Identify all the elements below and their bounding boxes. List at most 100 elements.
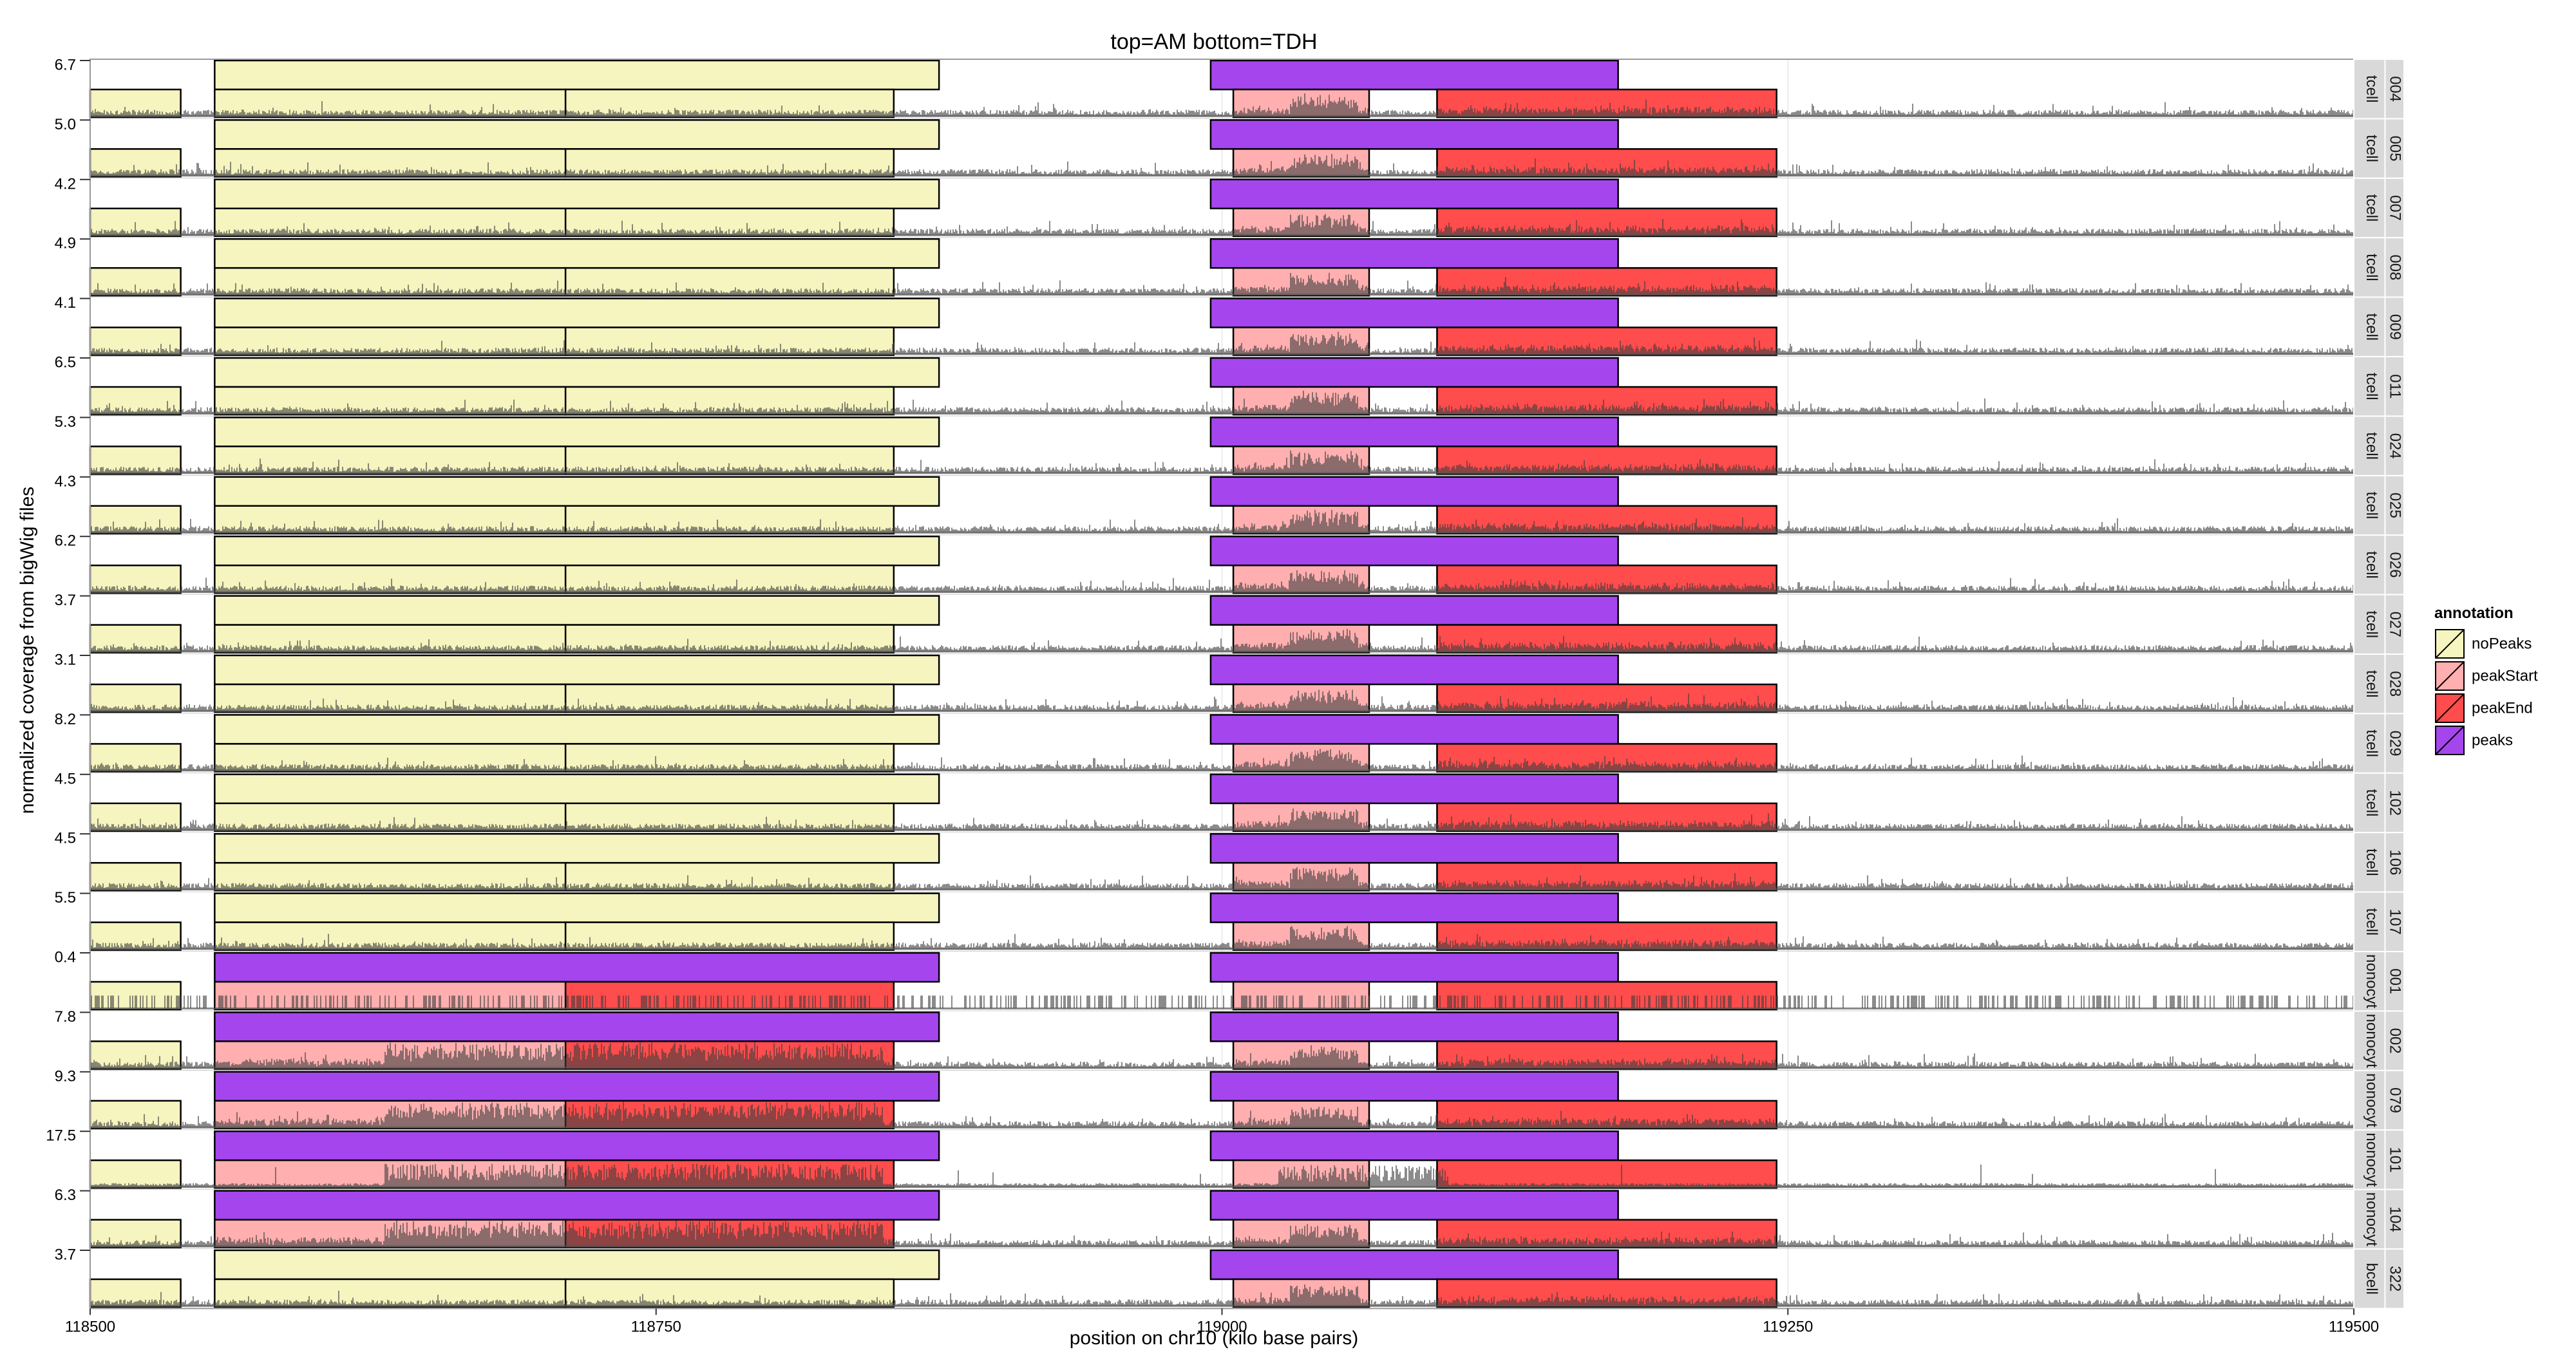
am-annotation-peaks <box>1209 297 1619 328</box>
panel-028 <box>89 654 2354 715</box>
strip-sample-id: 002 <box>2386 1028 2403 1054</box>
strip-cell-type: nonocyt <box>2363 954 2380 1008</box>
y-tick-label: 6.2 <box>55 532 76 550</box>
am-annotation-noPeaks <box>214 59 940 91</box>
legend-label: peaks <box>2472 732 2513 749</box>
am-annotation-peaks <box>214 1011 940 1042</box>
x-axis: 118500 118750 119000 119250 119500 <box>65 1308 2379 1335</box>
am-annotation-noPeaks <box>214 238 940 269</box>
strip-background <box>2353 1069 2405 1131</box>
y-tick-label: 4.5 <box>55 830 76 847</box>
strip-029: tcell 029 <box>2353 713 2405 774</box>
am-annotation-peaks <box>1209 238 1619 269</box>
am-annotation-peaks <box>1209 1130 1619 1161</box>
panel-026 <box>89 535 2354 596</box>
am-annotation-peaks <box>1209 357 1619 388</box>
strip-079: nonocyt 079 <box>2353 1069 2405 1131</box>
panel-002 <box>89 1011 2354 1071</box>
legend-label: peakStart <box>2472 668 2538 685</box>
panel-005 <box>89 118 2354 179</box>
strip-cell-type: tcell <box>2363 789 2380 817</box>
strip-008: tcell 008 <box>2353 237 2405 298</box>
strip-106: tcell 106 <box>2353 832 2405 893</box>
am-annotation-peaks <box>1209 952 1619 983</box>
strip-026: tcell 026 <box>2353 534 2405 596</box>
strip-sample-id: 104 <box>2386 1206 2403 1232</box>
panel-107 <box>89 892 2354 952</box>
legend-swatch-slash <box>2435 693 2465 723</box>
y-tick-label: 4.9 <box>55 235 76 252</box>
am-annotation-peaks <box>1209 1249 1619 1281</box>
x-tick-label: 119500 <box>2329 1318 2379 1335</box>
panel-029 <box>89 713 2354 774</box>
y-tick-label: 3.1 <box>55 652 76 669</box>
strip-002: nonocyt 002 <box>2353 1010 2405 1071</box>
strip-sample-id: 029 <box>2386 731 2403 756</box>
panels <box>89 59 2354 1310</box>
strip-background <box>2353 296 2405 358</box>
am-annotation-noPeaks <box>214 297 940 328</box>
am-annotation-peaks <box>1209 476 1619 507</box>
facet-strips: tcell 004 tcell 005 tcell 007 tcell 008 tcell 009… <box>2353 59 2405 1310</box>
legend-item-peakEnd: peakEnd <box>2435 693 2533 723</box>
strip-sample-id: 024 <box>2386 433 2403 459</box>
am-annotation-peaks <box>214 1071 940 1102</box>
am-annotation-peaks <box>1209 595 1619 626</box>
strip-011: tcell 011 <box>2353 356 2405 417</box>
strip-104: nonocyt 104 <box>2353 1188 2405 1250</box>
y-tick-label: 4.5 <box>55 770 76 787</box>
am-annotation-peaks <box>1209 654 1619 686</box>
strip-sample-id: 101 <box>2386 1147 2403 1172</box>
am-annotation-noPeaks <box>214 832 940 864</box>
strip-background <box>2353 951 2405 1012</box>
strip-cell-type: tcell <box>2363 254 2380 281</box>
strip-cell-type: tcell <box>2363 313 2380 341</box>
strip-cell-type: tcell <box>2363 610 2380 638</box>
am-annotation-noPeaks <box>214 357 940 388</box>
strip-sample-id: 079 <box>2386 1087 2403 1113</box>
strip-cell-type: nonocyt <box>2363 1014 2380 1068</box>
y-tick-label: 5.3 <box>55 413 76 431</box>
legend-title: annotation <box>2434 605 2514 622</box>
strip-009: tcell 009 <box>2353 296 2405 358</box>
strip-background <box>2353 534 2405 596</box>
legend-label: noPeaks <box>2472 635 2532 653</box>
strip-background <box>2353 1129 2405 1190</box>
am-annotation-peaks <box>1209 714 1619 745</box>
panel-024 <box>89 416 2354 476</box>
strip-024: tcell 024 <box>2353 415 2405 476</box>
y-tick-label: 4.3 <box>55 473 76 490</box>
legend-swatch-slash <box>2435 726 2465 755</box>
panel-007 <box>89 178 2354 238</box>
strip-sample-id: 004 <box>2386 76 2403 102</box>
y-tick-label: 5.0 <box>55 116 76 133</box>
strip-cell-type: nonocyt <box>2363 1192 2380 1246</box>
strip-cell-type: bcell <box>2363 1263 2380 1295</box>
x-tick-label: 119000 <box>1197 1318 1247 1335</box>
strip-background <box>2353 474 2405 536</box>
strip-cell-type: tcell <box>2363 492 2380 520</box>
strip-001: nonocyt 001 <box>2353 951 2405 1012</box>
strip-322: bcell 322 <box>2353 1248 2405 1310</box>
am-annotation-noPeaks <box>214 892 940 923</box>
strip-004: tcell 004 <box>2353 59 2405 120</box>
legend-item-peaks: peaks <box>2435 726 2513 755</box>
am-annotation-noPeaks <box>214 119 940 150</box>
strip-cell-type: nonocyt <box>2363 1132 2380 1187</box>
panel-106 <box>89 832 2354 893</box>
legend-item-peakStart: peakStart <box>2435 661 2538 691</box>
strip-background <box>2353 177 2405 239</box>
strip-background <box>2353 594 2405 655</box>
y-tick-label: 9.3 <box>55 1067 76 1085</box>
am-annotation-noPeaks <box>214 1249 940 1281</box>
tdh-annotation-peakEnd <box>1436 981 1777 1011</box>
strip-background <box>2353 1248 2405 1310</box>
y-tick-label: 7.8 <box>55 1008 76 1026</box>
strip-cell-type: tcell <box>2363 432 2380 460</box>
am-annotation-noPeaks <box>214 476 940 507</box>
strip-101: nonocyt 101 <box>2353 1129 2405 1190</box>
strip-cell-type: tcell <box>2363 908 2380 935</box>
legend-swatch-slash <box>2435 629 2465 659</box>
strip-background <box>2353 653 2405 715</box>
chart-title: top=AM bottom=TDH <box>1110 30 1317 54</box>
